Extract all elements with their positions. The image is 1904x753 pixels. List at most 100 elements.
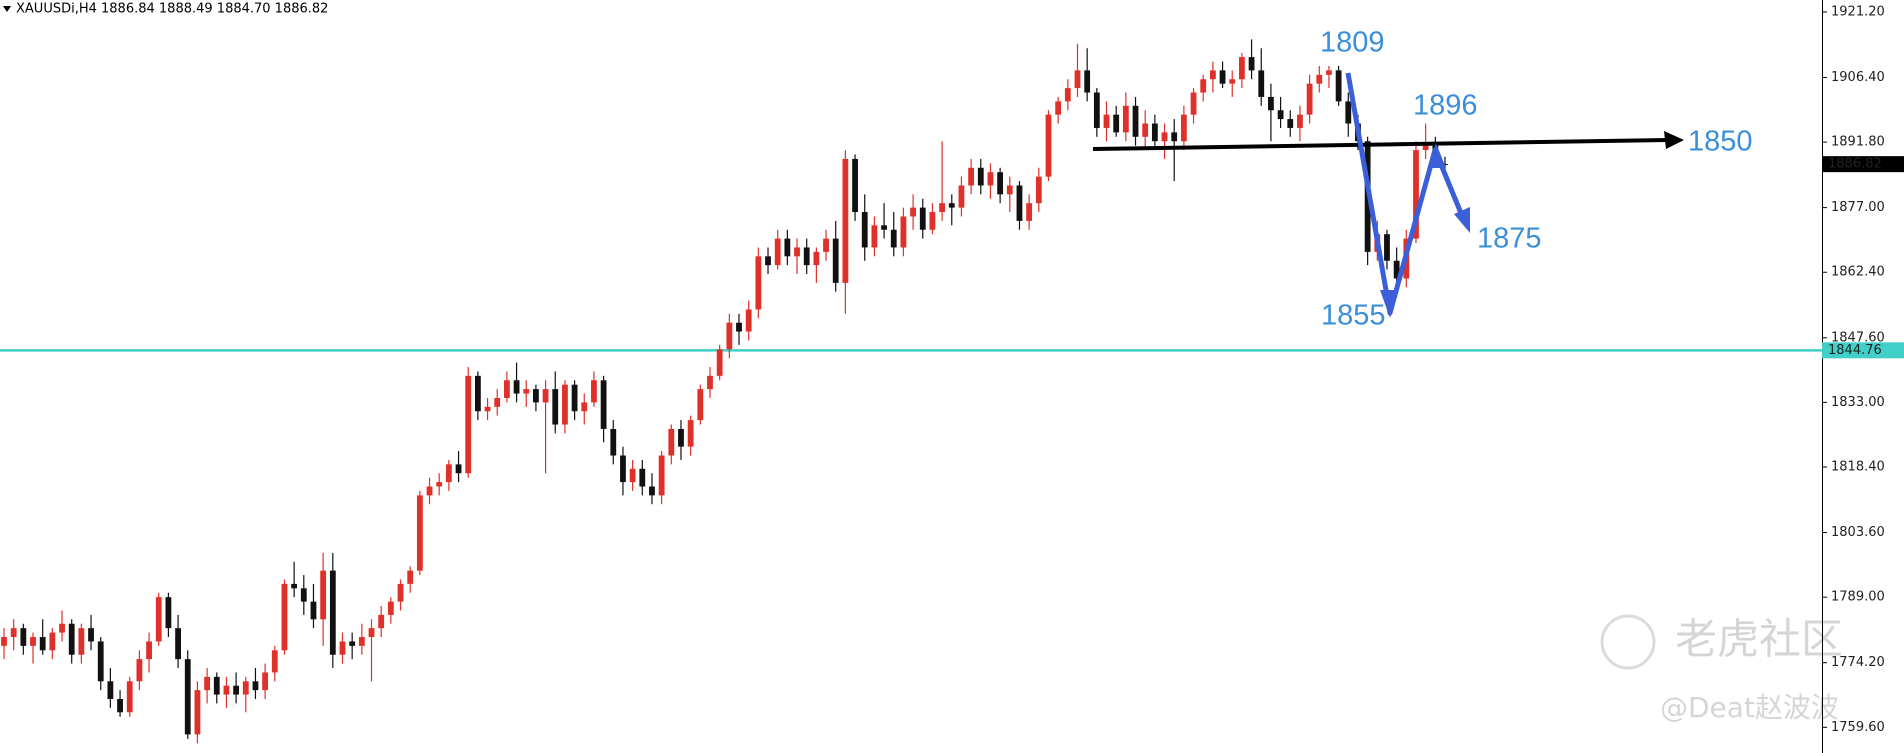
candle-body <box>958 185 965 208</box>
candle-body <box>291 583 298 589</box>
y-axis-labels: 1921.20 1906.40 1891.80 1877.00 1862.40 1847.… <box>1822 4 1904 735</box>
candle-body <box>1442 164 1448 166</box>
candle-body <box>929 212 936 230</box>
candle-body <box>871 225 878 248</box>
candle-body <box>1345 101 1352 124</box>
candle-body <box>523 389 530 394</box>
y-tick-label: 1877.00 <box>1831 200 1885 215</box>
candle-body <box>1142 123 1149 137</box>
watermark: 老虎社区 @Deat赵波波 <box>1600 614 1843 724</box>
candle-body <box>832 238 839 283</box>
candle-body <box>1180 114 1187 142</box>
reference-label: 1844.76 <box>1828 343 1882 358</box>
candle-body <box>88 628 94 642</box>
candle-body <box>610 428 617 456</box>
candle-body <box>339 641 346 655</box>
candle-body <box>358 637 365 646</box>
trend-line <box>1092 138 1669 151</box>
candle-body <box>39 637 46 651</box>
candle-body <box>803 247 810 266</box>
candle-body <box>1422 145 1429 151</box>
candle-body <box>146 641 152 660</box>
candle-body <box>1074 70 1081 89</box>
candle-body <box>407 570 414 584</box>
candle-body <box>49 632 56 651</box>
candle-body <box>745 309 752 332</box>
candle-body <box>1219 70 1226 84</box>
candle-body <box>668 428 675 456</box>
candle-body <box>387 601 394 615</box>
candle-body <box>484 406 491 412</box>
candle-body <box>1006 185 1013 195</box>
candle-body <box>1064 88 1071 102</box>
annotation: 1896 <box>1413 90 1478 122</box>
candle-body <box>1258 70 1265 97</box>
candle-body <box>823 238 829 252</box>
candle-body <box>1026 203 1033 221</box>
candle-body <box>562 384 568 425</box>
candle-body <box>697 389 704 421</box>
arrow-head <box>1454 207 1470 233</box>
y-tick-label: 1921.20 <box>1831 4 1885 19</box>
candle-body <box>910 207 916 217</box>
candle-body <box>223 685 230 695</box>
candle-body <box>1287 119 1294 128</box>
candle-body <box>368 628 375 638</box>
candle-body <box>600 380 607 429</box>
candle-body <box>78 628 85 655</box>
y-tick-label: 1818.40 <box>1831 460 1885 475</box>
candle-body <box>687 420 694 447</box>
candle-body <box>97 641 104 682</box>
candle-body <box>1413 150 1419 239</box>
y-tick-label: 1862.40 <box>1831 265 1885 280</box>
y-tick-label: 1891.80 <box>1831 135 1885 150</box>
candle-body <box>1277 110 1284 120</box>
candle-body <box>281 583 288 651</box>
candle-body <box>184 659 191 735</box>
candles <box>1 39 1448 744</box>
path-arrow <box>1345 72 1466 316</box>
candle-body <box>378 614 385 629</box>
candle-body <box>1171 132 1178 142</box>
candle-body <box>1 637 7 646</box>
candle-body <box>204 676 210 691</box>
candle-body <box>1306 83 1313 115</box>
candle-body <box>542 389 549 403</box>
candle-body <box>175 628 181 660</box>
annotation: 1855 <box>1321 300 1386 332</box>
y-tick-label: 1774.20 <box>1831 655 1885 670</box>
candle-body <box>765 256 771 266</box>
candle-body <box>136 659 143 682</box>
candle-body <box>1093 92 1100 128</box>
candle-body <box>1326 70 1332 75</box>
candle-body <box>397 583 404 602</box>
y-tick-label: 1847.60 <box>1831 330 1885 345</box>
candle-body <box>349 641 356 646</box>
candle-body <box>1384 234 1390 261</box>
candle-body <box>533 389 539 403</box>
candle-body <box>213 676 220 695</box>
candle-body <box>755 256 762 310</box>
candle-body <box>68 623 75 655</box>
symbol-marker <box>3 6 11 12</box>
candle-body <box>155 597 162 642</box>
candle-body <box>794 247 800 257</box>
candle-body <box>552 389 559 425</box>
candle-body <box>658 455 665 496</box>
candle-body <box>233 685 240 695</box>
candle-body <box>736 322 742 332</box>
candle-body <box>726 322 733 350</box>
candle-body <box>310 601 317 620</box>
candle-body <box>1248 57 1255 71</box>
candle-body <box>977 167 984 186</box>
candle-body <box>1035 176 1042 204</box>
annotation: 1850 <box>1688 126 1753 158</box>
candle-body <box>436 482 443 487</box>
candle-body <box>774 238 781 266</box>
candle-body <box>813 251 820 266</box>
candle-body <box>707 375 713 390</box>
candle-body <box>968 167 975 186</box>
last-price-box <box>1822 156 1904 173</box>
candle-body <box>620 455 626 483</box>
